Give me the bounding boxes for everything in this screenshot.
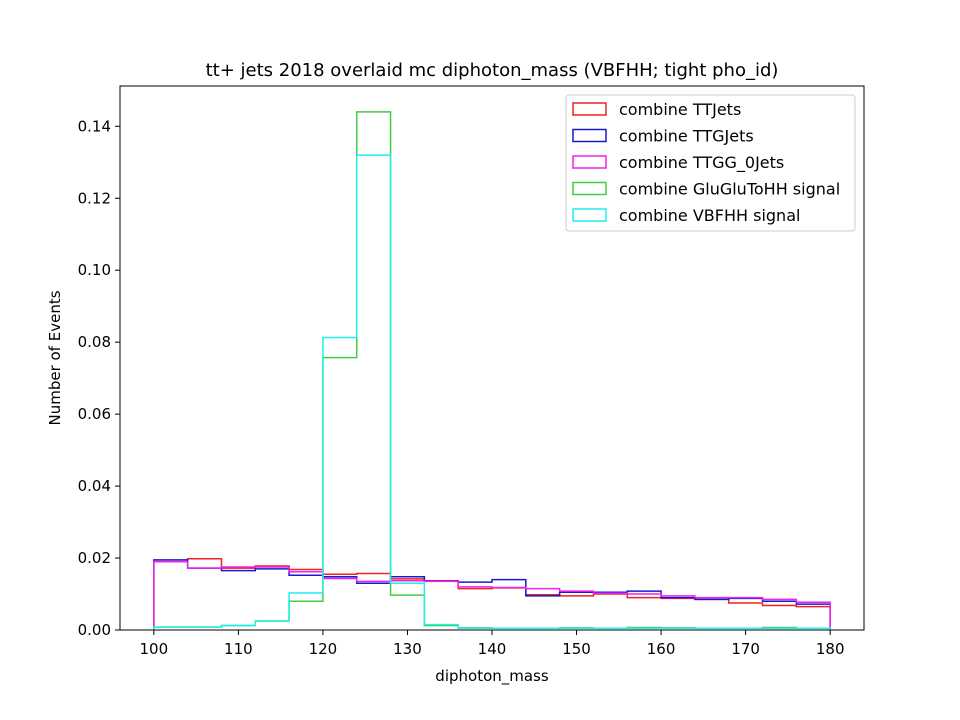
y-axis: 0.00 0.02 0.04 0.06 0.08 0.10 0.12 0.14: [78, 117, 120, 639]
series-combine-vbfhh-signal: [153, 154, 831, 630]
legend-swatch: [572, 102, 607, 116]
chart-title: tt+ jets 2018 overlaid mc diphoton_mass …: [206, 60, 779, 81]
x-tick-label: 160: [647, 640, 676, 658]
legend-label: combine VBFHH signal: [619, 206, 800, 225]
y-tick-label: 0.02: [78, 549, 111, 567]
x-tick-label: 110: [224, 640, 253, 658]
x-tick-label: 140: [478, 640, 507, 658]
x-tick-label: 150: [562, 640, 591, 658]
x-axis: 100 110 120 130 140 150 160 170 180: [139, 630, 845, 658]
x-tick-label: 130: [393, 640, 422, 658]
x-tick-label: 100: [139, 640, 168, 658]
legend: combine TTJets combine TTGJets combine TTG…: [565, 94, 856, 232]
x-axis-label: diphoton_mass: [435, 667, 549, 686]
series-combine-ttgg-0jets: [153, 560, 831, 630]
y-tick-label: 0.14: [78, 117, 111, 135]
legend-swatch: [572, 181, 607, 196]
series-layer: [153, 111, 831, 630]
y-tick-label: 0.08: [78, 333, 111, 351]
legend-label: combine TTJets: [619, 100, 741, 119]
x-tick-label: 120: [309, 640, 338, 658]
plot-frame: [119, 85, 865, 631]
legend-swatch: [572, 155, 607, 169]
y-axis-label: Number of Events: [46, 290, 64, 425]
series-combine-ttgjets: [153, 559, 831, 630]
y-tick-label: 0.10: [78, 261, 111, 279]
legend-label: combine TTGG_0Jets: [619, 153, 784, 173]
legend-label: combine GluGluToHH signal: [619, 180, 840, 199]
y-tick-label: 0.04: [78, 477, 111, 495]
y-tick-label: 0.06: [78, 405, 111, 423]
legend-swatch: [572, 208, 607, 222]
legend-swatch: [572, 128, 607, 143]
y-tick-label: 0.12: [78, 189, 111, 207]
y-tick-label: 0.00: [78, 621, 111, 639]
x-tick-label: 180: [816, 640, 845, 658]
x-tick-label: 170: [731, 640, 760, 658]
legend-frame: [565, 94, 856, 232]
legend-label: combine TTGJets: [619, 127, 754, 146]
